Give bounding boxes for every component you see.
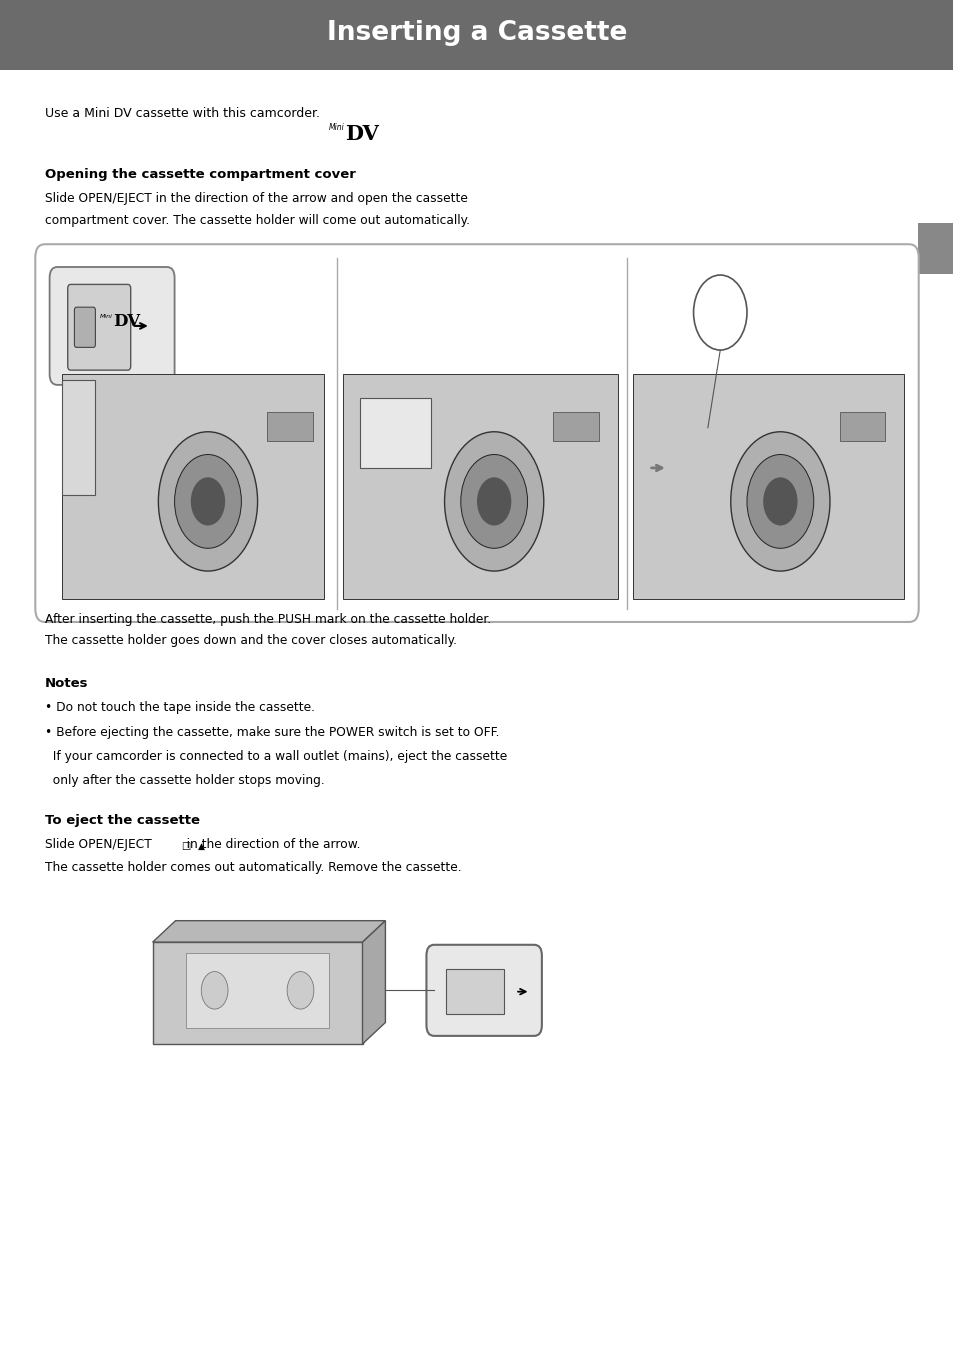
- Circle shape: [444, 431, 543, 571]
- Polygon shape: [186, 953, 329, 1028]
- Text: only after the cassette holder stops moving.: only after the cassette holder stops mov…: [45, 773, 324, 787]
- Text: Mini: Mini: [329, 123, 345, 131]
- Text: After inserting the cassette, push the PUSH mark on the cassette holder.: After inserting the cassette, push the P…: [45, 612, 491, 626]
- Text: compartment cover. The cassette holder will come out automatically.: compartment cover. The cassette holder w…: [45, 214, 469, 227]
- Text: Opening the cassette compartment cover: Opening the cassette compartment cover: [45, 168, 355, 181]
- Text: To eject the cassette: To eject the cassette: [45, 814, 199, 827]
- Polygon shape: [343, 375, 618, 599]
- FancyBboxPatch shape: [35, 245, 918, 622]
- FancyBboxPatch shape: [68, 284, 131, 370]
- FancyBboxPatch shape: [50, 266, 174, 385]
- Text: • Do not touch the tape inside the cassette.: • Do not touch the tape inside the casse…: [45, 702, 314, 714]
- Polygon shape: [152, 921, 385, 942]
- Circle shape: [201, 972, 228, 1009]
- FancyBboxPatch shape: [553, 411, 598, 441]
- FancyBboxPatch shape: [839, 411, 884, 441]
- Polygon shape: [632, 375, 903, 599]
- Polygon shape: [62, 375, 324, 599]
- Circle shape: [762, 477, 797, 526]
- Text: Slide OPEN/EJECT in the direction of the arrow and open the cassette: Slide OPEN/EJECT in the direction of the…: [45, 192, 467, 206]
- Circle shape: [730, 431, 829, 571]
- Text: • Before ejecting the cassette, make sure the POWER switch is set to OFF.: • Before ejecting the cassette, make sur…: [45, 726, 498, 738]
- FancyBboxPatch shape: [74, 307, 95, 347]
- FancyBboxPatch shape: [267, 411, 313, 441]
- Circle shape: [158, 431, 257, 571]
- Text: Use a Mini DV cassette with this camcorder.: Use a Mini DV cassette with this camcord…: [45, 107, 319, 120]
- Text: The cassette holder goes down and the cover closes automatically.: The cassette holder goes down and the co…: [45, 634, 456, 648]
- Text: Notes: Notes: [45, 677, 89, 691]
- FancyBboxPatch shape: [426, 945, 541, 1036]
- Text: Mini: Mini: [100, 314, 112, 319]
- Polygon shape: [362, 921, 385, 1044]
- FancyBboxPatch shape: [446, 969, 503, 1014]
- Circle shape: [476, 477, 511, 526]
- Text: Slide OPEN/EJECT         in the direction of the arrow.: Slide OPEN/EJECT in the direction of the…: [45, 838, 360, 850]
- Circle shape: [287, 972, 314, 1009]
- Polygon shape: [152, 942, 362, 1044]
- FancyBboxPatch shape: [359, 399, 431, 468]
- Circle shape: [174, 454, 241, 549]
- Text: DV: DV: [345, 124, 379, 143]
- Circle shape: [746, 454, 813, 549]
- Text: The cassette holder comes out automatically. Remove the cassette.: The cassette holder comes out automatica…: [45, 861, 461, 873]
- Text: Inserting a Cassette: Inserting a Cassette: [327, 20, 626, 46]
- Text: If your camcorder is connected to a wall outlet (mains), eject the cassette: If your camcorder is connected to a wall…: [45, 749, 507, 763]
- Circle shape: [460, 454, 527, 549]
- Circle shape: [693, 274, 746, 350]
- FancyBboxPatch shape: [917, 223, 953, 273]
- FancyBboxPatch shape: [0, 0, 953, 70]
- Text: ▲: ▲: [197, 842, 204, 850]
- Text: □: □: [181, 841, 191, 850]
- Text: DV: DV: [113, 312, 140, 330]
- Polygon shape: [62, 380, 95, 495]
- Circle shape: [191, 477, 225, 526]
